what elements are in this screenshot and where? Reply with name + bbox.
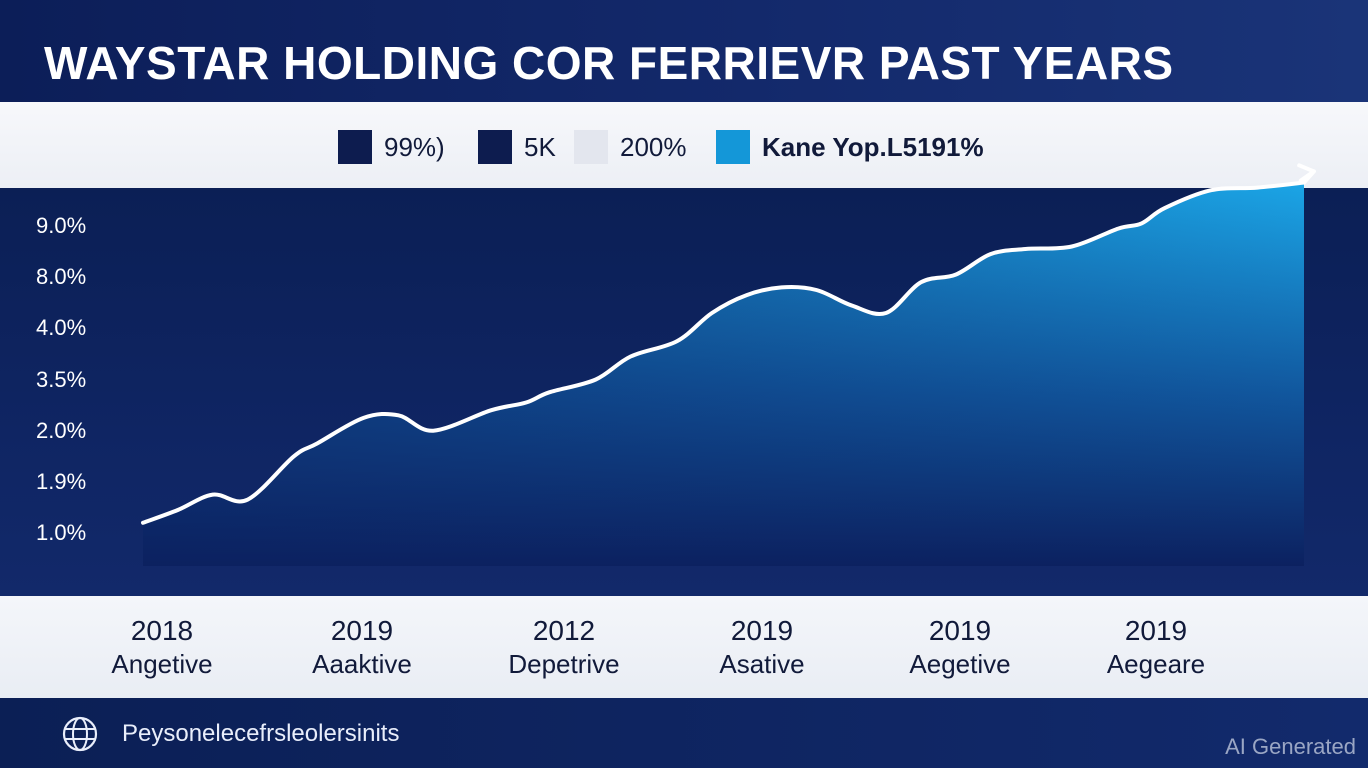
x-tick: 2018 Angetive	[72, 614, 252, 680]
x-tick-year: 2019	[330, 615, 394, 646]
x-tick: 2019 Asative	[672, 614, 852, 680]
legend-item: 200%	[574, 130, 687, 164]
legend-label: 200%	[620, 131, 687, 162]
y-tick-label: 4.0%	[36, 315, 87, 341]
x-tick-sublabel: Aegeare	[1106, 649, 1206, 679]
legend-label: 99%)	[384, 131, 445, 162]
x-tick-year: 2012	[532, 615, 596, 646]
x-tick: 2012 Depetrive	[474, 614, 654, 680]
legend-bar	[0, 102, 1368, 188]
legend-swatch	[478, 130, 512, 164]
legend-swatch	[574, 130, 608, 164]
x-tick: 2019 Aegetive	[870, 614, 1050, 680]
x-axis-band	[0, 596, 1368, 698]
legend-label: 5K	[524, 131, 556, 162]
legend-swatch	[338, 130, 372, 164]
x-tick: 2019 Aaaktive	[272, 614, 452, 680]
x-tick-year: 2019	[730, 615, 794, 646]
y-tick-label: 2.0%	[36, 417, 87, 443]
legend-label: Kane Yop.L5191%	[762, 131, 984, 162]
x-tick-sublabel: Aegetive	[909, 649, 1011, 679]
legend-item: 99%)	[338, 130, 445, 164]
chart-title: WAYSTAR HOLDING COR FERRIEVR PAST YEARS	[44, 37, 1174, 89]
x-tick-year: 2019	[928, 615, 992, 646]
watermark: AI Generated	[1225, 734, 1356, 759]
y-tick-label: 9.0%	[36, 213, 87, 238]
y-tick-label: 3.5%	[36, 366, 87, 392]
footer-text: Peysonelecefrsleolersinits	[122, 720, 400, 747]
plot-panel	[0, 188, 1368, 596]
x-tick-year: 2019	[1124, 615, 1188, 646]
x-tick-sublabel: Asative	[719, 649, 805, 679]
x-tick-sublabel: Depetrive	[508, 649, 620, 679]
footer	[0, 698, 1368, 768]
x-tick-sublabel: Angetive	[111, 649, 213, 679]
y-tick-label: 1.9%	[36, 468, 87, 494]
globe-icon	[62, 716, 98, 752]
legend-item: 5K	[478, 130, 556, 164]
y-tick-label: 1.0%	[36, 520, 87, 545]
y-tick-label: 8.0%	[36, 264, 87, 290]
x-tick-year: 2018	[130, 615, 194, 646]
legend-swatch	[716, 130, 750, 164]
x-tick-sublabel: Aaaktive	[312, 649, 412, 679]
x-tick: 2019 Aegeare	[1066, 614, 1246, 680]
title-bar	[0, 0, 1368, 102]
legend-item: Kane Yop.L5191%	[716, 130, 984, 164]
